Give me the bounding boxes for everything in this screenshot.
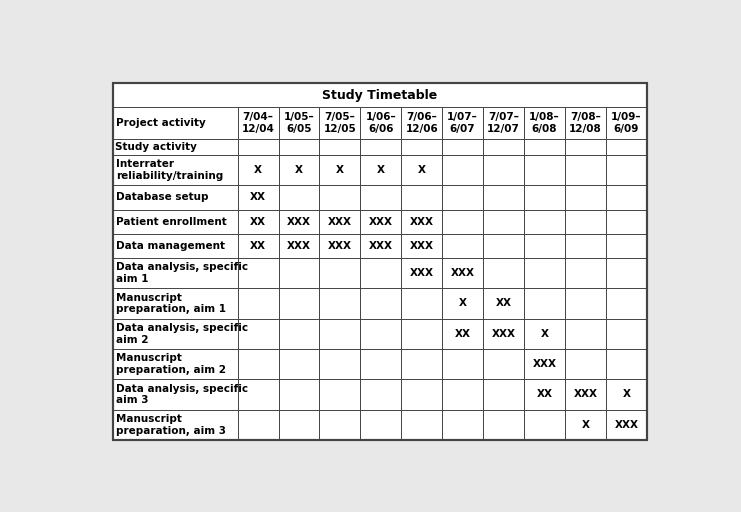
Text: XXX: XXX <box>369 241 393 251</box>
Text: XXX: XXX <box>491 329 516 339</box>
Text: 7/07–
12/07: 7/07– 12/07 <box>487 112 520 134</box>
Text: Manuscript
preparation, aim 3: Manuscript preparation, aim 3 <box>116 414 226 436</box>
Text: XXX: XXX <box>614 420 638 430</box>
Text: Database setup: Database setup <box>116 193 209 202</box>
Text: X: X <box>622 390 631 399</box>
Text: XXX: XXX <box>369 217 393 227</box>
Text: Data analysis, specific
aim 3: Data analysis, specific aim 3 <box>116 383 248 405</box>
Text: Patient enrollment: Patient enrollment <box>116 217 227 227</box>
Text: Manuscript
preparation, aim 1: Manuscript preparation, aim 1 <box>116 293 226 314</box>
Text: X: X <box>582 420 589 430</box>
Text: Data analysis, specific
aim 2: Data analysis, specific aim 2 <box>116 323 248 345</box>
Text: XXX: XXX <box>410 268 433 278</box>
Text: XXX: XXX <box>328 241 352 251</box>
Text: X: X <box>377 165 385 175</box>
Text: 1/06–
6/06: 1/06– 6/06 <box>365 112 396 134</box>
Text: 1/08–
6/08: 1/08– 6/08 <box>529 112 559 134</box>
Text: XXX: XXX <box>328 217 352 227</box>
Text: X: X <box>540 329 548 339</box>
Text: 7/04–
12/04: 7/04– 12/04 <box>242 112 274 134</box>
Text: XX: XX <box>250 193 266 202</box>
Text: X: X <box>459 298 467 309</box>
Text: XXX: XXX <box>451 268 475 278</box>
Text: XX: XX <box>455 329 471 339</box>
Text: XXX: XXX <box>287 217 311 227</box>
Text: 1/07–
6/07: 1/07– 6/07 <box>448 112 478 134</box>
Text: X: X <box>418 165 426 175</box>
Text: XXX: XXX <box>287 241 311 251</box>
Text: 1/05–
6/05: 1/05– 6/05 <box>284 112 314 134</box>
Text: Interrater
reliability/training: Interrater reliability/training <box>116 159 224 181</box>
Text: 7/06–
12/06: 7/06– 12/06 <box>405 112 438 134</box>
Text: Data management: Data management <box>116 241 225 251</box>
Text: Manuscript
preparation, aim 2: Manuscript preparation, aim 2 <box>116 353 226 375</box>
Text: XXX: XXX <box>410 217 433 227</box>
Text: Study Timetable: Study Timetable <box>322 89 437 102</box>
Text: XX: XX <box>496 298 511 309</box>
Text: X: X <box>295 165 303 175</box>
Text: XXX: XXX <box>574 390 597 399</box>
Text: Data analysis, specific
aim 1: Data analysis, specific aim 1 <box>116 262 248 284</box>
Text: XXX: XXX <box>410 241 433 251</box>
Text: Project activity: Project activity <box>116 118 206 128</box>
Text: X: X <box>336 165 344 175</box>
Text: X: X <box>254 165 262 175</box>
Text: Study activity: Study activity <box>115 142 197 152</box>
Text: XX: XX <box>250 217 266 227</box>
Text: XX: XX <box>536 390 553 399</box>
Text: 7/08–
12/08: 7/08– 12/08 <box>569 112 602 134</box>
Text: XXX: XXX <box>533 359 556 369</box>
Text: 7/05–
12/05: 7/05– 12/05 <box>324 112 356 134</box>
Text: 1/09–
6/09: 1/09– 6/09 <box>611 112 642 134</box>
Text: XX: XX <box>250 241 266 251</box>
